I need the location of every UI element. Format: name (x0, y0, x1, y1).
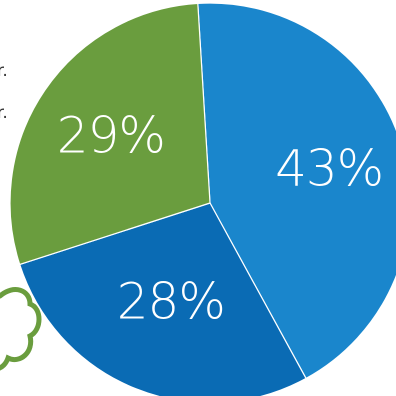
pie-labels: 43% 28% 29% (57, 106, 384, 330)
slice-label-28: 28% (117, 272, 225, 330)
slice-label-43: 43% (275, 140, 383, 198)
pie-slices (9, 2, 396, 396)
side-text-line-1: r. (0, 61, 8, 81)
slice-label-29: 29% (57, 106, 165, 164)
side-text-line-2: r. (0, 103, 8, 123)
slice-28 (18, 202, 307, 396)
slice-29 (9, 2, 211, 266)
slice-43 (197, 2, 396, 380)
cloud-outline-icon (0, 287, 42, 371)
